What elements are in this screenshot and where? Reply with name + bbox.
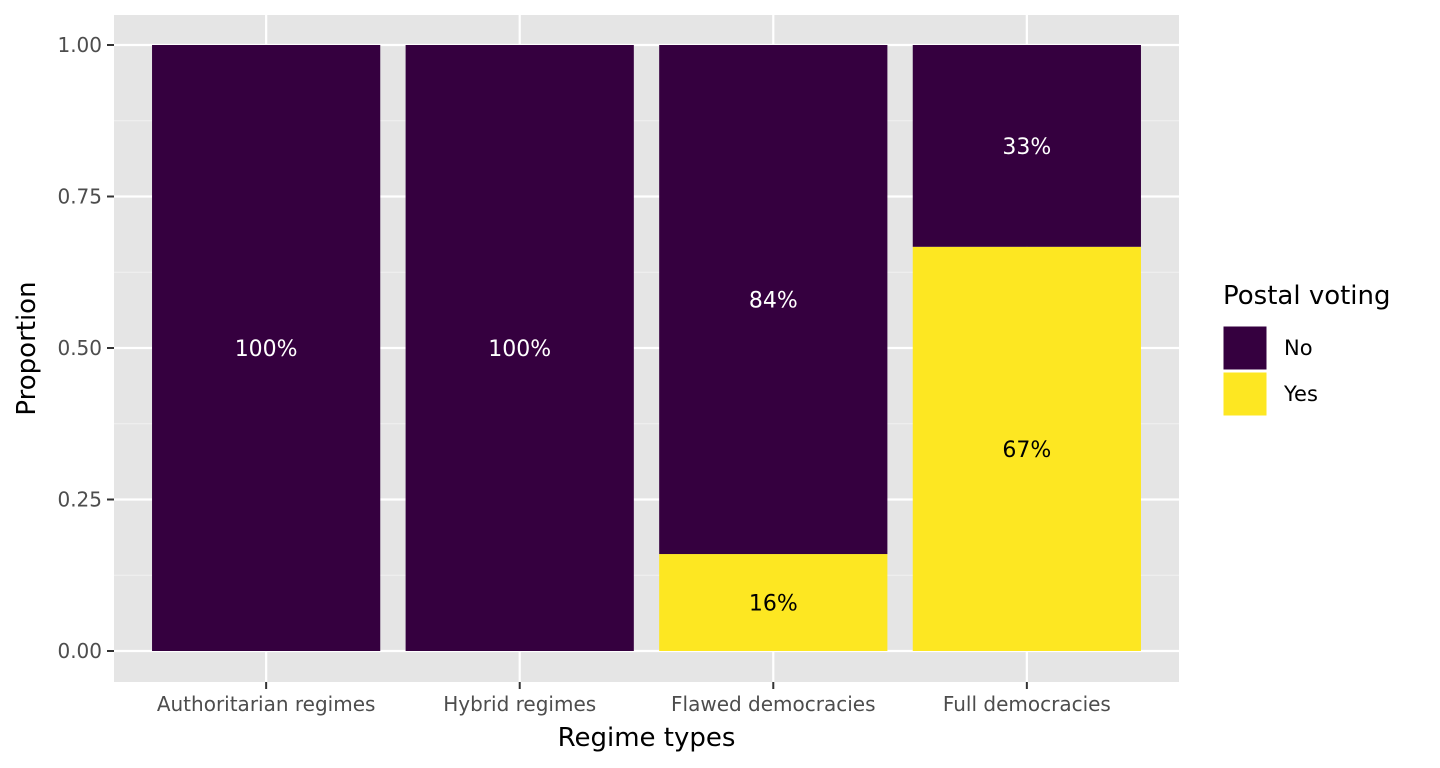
- legend-swatch-yes: [1222, 371, 1268, 417]
- bar-segment-no: [912, 45, 1141, 247]
- y-tick-label: 0.00: [57, 639, 102, 663]
- x-tick-label: Flawed democracies: [671, 692, 876, 716]
- bar-segment-no: [152, 45, 381, 651]
- bar-data-label: 84%: [749, 289, 798, 314]
- y-axis: 0.00 0.25 0.50 0.75 1.00: [57, 33, 114, 663]
- bar-segment-no: [659, 45, 888, 555]
- x-axis-title: Regime types: [558, 723, 736, 753]
- legend-label-yes: Yes: [1283, 382, 1318, 406]
- legend: Postal voting No Yes: [1222, 281, 1391, 417]
- y-axis-title: Proportion: [12, 281, 42, 415]
- bar-segment-yes: [659, 554, 888, 651]
- x-tick-label: Authoritarian regimes: [157, 692, 376, 716]
- x-axis: Authoritarian regimes Hybrid regimes Flawe…: [157, 682, 1111, 716]
- legend-label-no: No: [1284, 336, 1313, 360]
- bar-data-label: 16%: [749, 592, 798, 617]
- y-tick-label: 1.00: [57, 33, 102, 57]
- bar-labels: 100% 100% 16% 84% 67% 33%: [235, 135, 1052, 617]
- bars: [152, 45, 1141, 651]
- legend-title: Postal voting: [1223, 281, 1391, 311]
- bar-data-label: 33%: [1002, 135, 1051, 160]
- x-tick-label: Full democracies: [943, 692, 1111, 716]
- legend-swatch-no: [1222, 325, 1268, 371]
- bar-data-label: 100%: [488, 337, 551, 362]
- y-tick-label: 0.75: [57, 185, 102, 209]
- y-tick-label: 0.25: [57, 488, 102, 512]
- bar-segment-yes: [912, 246, 1141, 651]
- bar-segment-no: [405, 45, 634, 651]
- bar-data-label: 67%: [1002, 438, 1051, 463]
- x-tick-label: Hybrid regimes: [443, 692, 596, 716]
- bar-data-label: 100%: [235, 337, 298, 362]
- y-tick-label: 0.50: [57, 336, 102, 360]
